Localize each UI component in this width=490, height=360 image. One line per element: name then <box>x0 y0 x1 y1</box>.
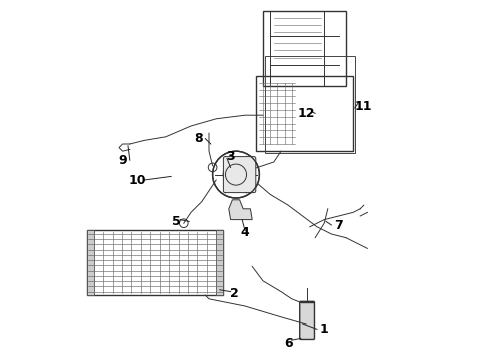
Text: 8: 8 <box>194 132 202 145</box>
Text: 10: 10 <box>128 174 146 186</box>
Text: 9: 9 <box>118 154 127 167</box>
Text: 4: 4 <box>241 226 249 239</box>
Text: 12: 12 <box>297 107 315 120</box>
FancyBboxPatch shape <box>300 301 315 339</box>
Polygon shape <box>87 230 94 295</box>
Text: 6: 6 <box>284 337 293 350</box>
Text: 3: 3 <box>226 150 235 163</box>
Polygon shape <box>216 230 223 295</box>
Text: 2: 2 <box>230 287 239 300</box>
Text: 1: 1 <box>320 323 329 336</box>
FancyBboxPatch shape <box>223 157 256 193</box>
Text: 11: 11 <box>355 100 372 113</box>
Polygon shape <box>229 200 252 220</box>
Text: 7: 7 <box>334 219 343 231</box>
Text: 5: 5 <box>172 215 181 228</box>
